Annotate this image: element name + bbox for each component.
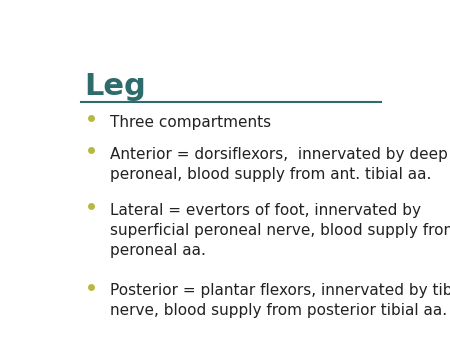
Text: Lateral = evertors of foot, innervated by
superficial peroneal nerve, blood supp: Lateral = evertors of foot, innervated b…: [110, 203, 450, 258]
Text: Three compartments: Three compartments: [110, 115, 271, 130]
Text: Anterior = dorsiflexors,  innervated by deep
peroneal, blood supply from ant. ti: Anterior = dorsiflexors, innervated by d…: [110, 147, 448, 182]
Text: Leg: Leg: [84, 72, 146, 101]
Text: Posterior = plantar flexors, innervated by tibial
nerve, blood supply from poste: Posterior = plantar flexors, innervated …: [110, 283, 450, 318]
FancyBboxPatch shape: [50, 35, 412, 306]
